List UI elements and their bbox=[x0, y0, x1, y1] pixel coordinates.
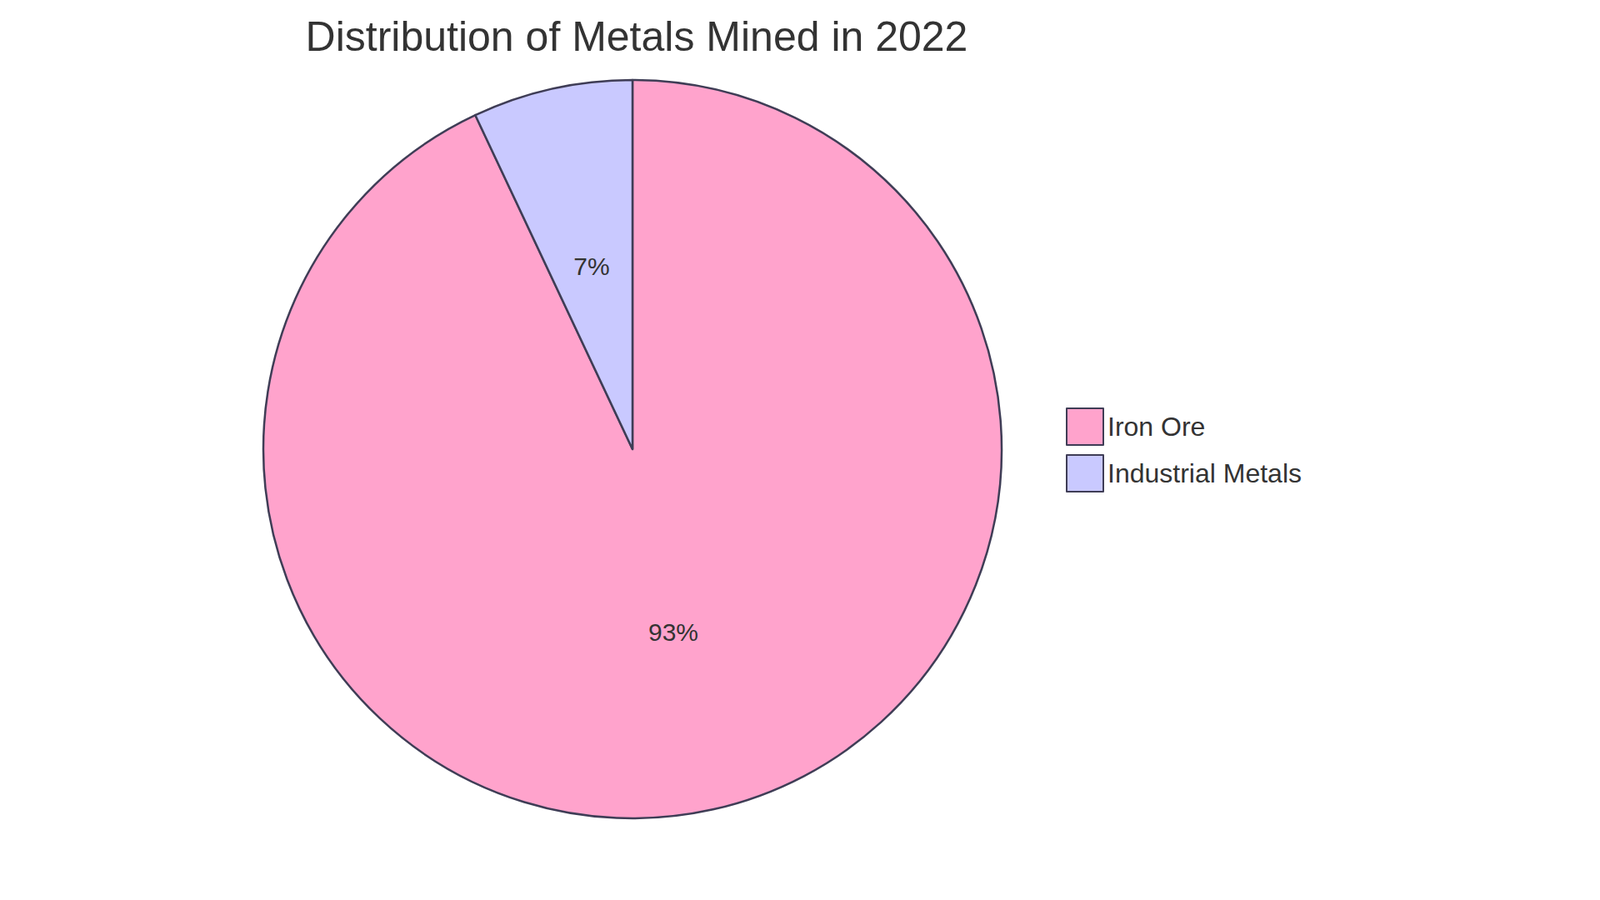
svg-text:Distribution of Metals Mined i: Distribution of Metals Mined in 2022 bbox=[305, 13, 969, 60]
svg-text:93%: 93% bbox=[648, 618, 699, 646]
svg-text:7%: 7% bbox=[573, 252, 610, 280]
svg-text:Iron Ore: Iron Ore bbox=[1107, 411, 1205, 442]
svg-text:Industrial Metals: Industrial Metals bbox=[1107, 458, 1302, 489]
